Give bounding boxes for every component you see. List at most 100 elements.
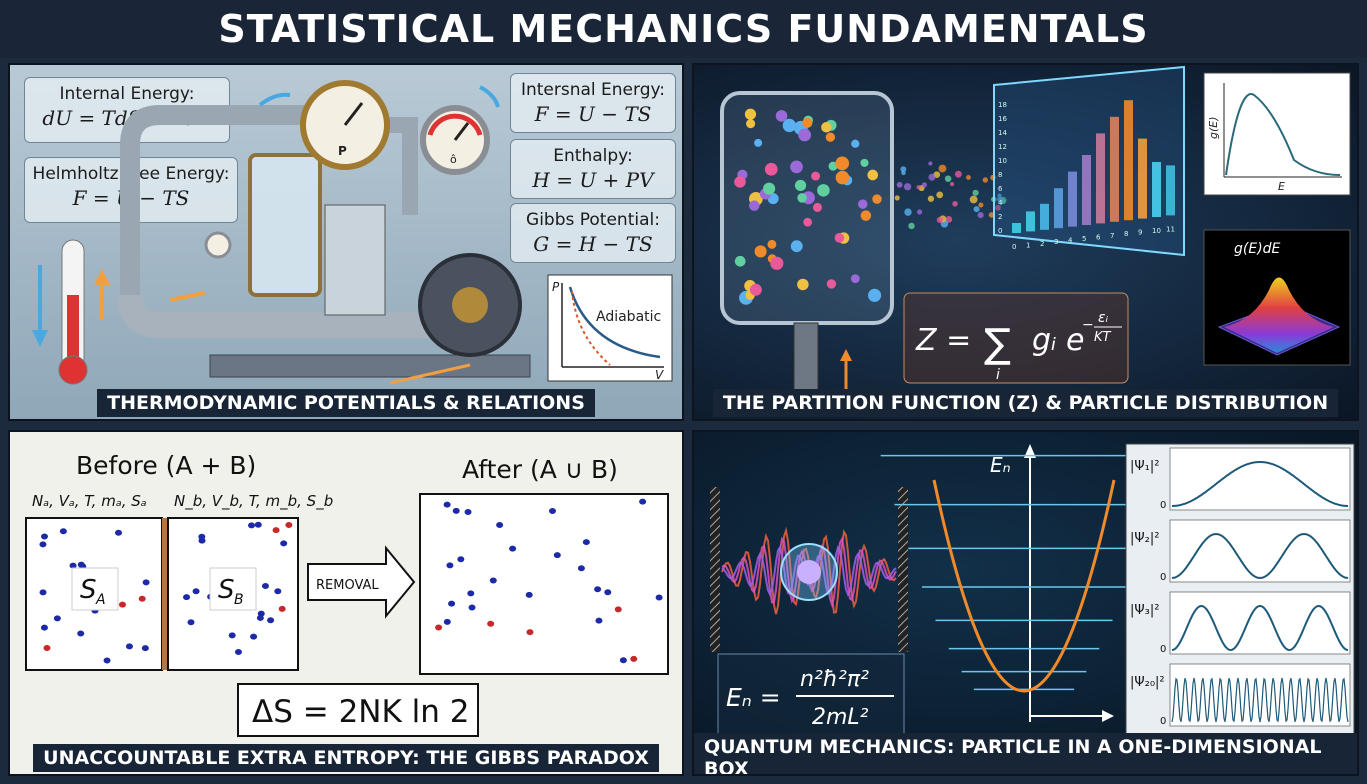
psi-label: |Ψ₃|² (1130, 603, 1159, 618)
particle (802, 117, 813, 128)
particle (908, 222, 915, 230)
sb-sub: B (234, 592, 244, 608)
gas-particle (77, 561, 85, 568)
panel3-caption-bar: UNACCOUNTABLE EXTRA ENTROPY: THE GIBBS P… (10, 742, 682, 774)
particle (872, 194, 882, 204)
histogram-bar (1124, 100, 1133, 221)
ge-curve (1225, 93, 1341, 176)
panel-particle-in-box: Eₙ = n²ħ²π² 2mL² Eₙ |Ψ₁|² 0 |Ψ₂|² 0 |Ψ₃|² 0 |Ψ… (692, 430, 1359, 776)
hist-y-tick: 2 (998, 213, 1002, 221)
gas-particle (192, 588, 200, 595)
formula-sub: i (996, 367, 1000, 383)
hist-x-tick: 11 (1166, 225, 1175, 233)
gas-particle (467, 590, 475, 597)
engine-base (209, 354, 531, 378)
psi-zero: 0 (1160, 716, 1166, 727)
surface-peak (1224, 277, 1334, 353)
particle (904, 208, 912, 216)
sb-label: S (218, 575, 235, 605)
temperature-gauge-label: ô (450, 153, 457, 166)
particle (734, 255, 746, 267)
panel-thermodynamic-potentials: Internal Energy: dU = TdS − PdV Helmholt… (8, 63, 684, 421)
particle (950, 182, 955, 187)
panel2-caption-bar: THE PARTITION FUNCTION (Z) & PARTICLE DI… (694, 387, 1357, 419)
right-wall (898, 487, 908, 652)
gibbs-box: Gibbs Potential: G = H − TS (510, 203, 676, 263)
wave-packet (721, 545, 897, 597)
hist-y-tick: 18 (998, 101, 1007, 109)
gas-particle (619, 657, 627, 664)
particle (798, 128, 812, 142)
energy-axis-label: Eₙ (990, 453, 1011, 477)
sb-label-box (209, 567, 257, 611)
particle (903, 183, 912, 191)
gas-particle (496, 522, 504, 529)
particle (803, 217, 813, 227)
histogram-bar (1138, 138, 1147, 219)
gas-particle (59, 528, 67, 535)
gas-particle (285, 522, 293, 529)
panel4-caption-bar: QUANTUM MECHANICS: PARTICLE IN A ONE-DIM… (694, 733, 1357, 774)
particle (790, 160, 803, 174)
histogram-bar (1012, 223, 1021, 233)
particle (896, 181, 903, 188)
gauge-needle (453, 122, 470, 141)
gas-particle (630, 655, 638, 662)
particle (782, 118, 796, 133)
psi-plot (1169, 591, 1351, 655)
particle (828, 161, 838, 171)
formula-exp-den: KT (1094, 330, 1112, 345)
gas-particle (138, 595, 146, 602)
box-after (419, 493, 669, 675)
hist-x-tick: 10 (1152, 227, 1161, 235)
arrow-flow-icon (389, 363, 471, 385)
piston-cylinder (324, 204, 386, 316)
formula-exp-num: εᵢ (1098, 310, 1109, 326)
histogram-bar (1110, 116, 1119, 222)
wavefunction-plots: |Ψ₁|² 0 |Ψ₂|² 0 |Ψ₃|² 0 |Ψ₂₀|² 0 (1130, 447, 1351, 727)
gas-particle (198, 537, 206, 544)
b-vars: N_b, V_b, T, m_b, S_b (174, 492, 333, 511)
particle (834, 233, 845, 243)
sa-sub: A (95, 592, 106, 608)
arrow-up-head-icon (840, 349, 852, 361)
psi-label: |Ψ₂₀|² (1130, 675, 1165, 690)
particle (867, 288, 882, 302)
particle (821, 122, 832, 133)
gas-particle (274, 588, 282, 595)
panel1-caption-bar: THERMODYNAMIC POTENTIALS & RELATIONS (10, 387, 682, 419)
pv-graph (547, 274, 673, 382)
gas-particle (39, 589, 47, 596)
particle (797, 278, 809, 291)
gas-particle (577, 565, 585, 572)
hist-y-tick: 10 (998, 157, 1007, 165)
gas-particle (261, 583, 269, 590)
particle (936, 216, 944, 224)
gas-particle (280, 540, 288, 547)
particle (997, 193, 1002, 198)
position-axis-arrow-icon (1102, 710, 1114, 722)
histogram-bar (1026, 211, 1035, 232)
glass-cylinder (248, 153, 322, 297)
eq-label: Intersnal Energy: (520, 80, 666, 100)
removal-label: REMOVAL (316, 578, 379, 593)
gauge-needle (343, 102, 364, 126)
psi-curve (1171, 677, 1349, 723)
eq-formula: H = U + PV (532, 168, 654, 192)
entropy-eq: ΔS = 2NK ln 2 (252, 694, 470, 730)
eq-formula: F = U − TS (534, 102, 652, 126)
histogram-bar (1082, 155, 1091, 225)
gas-particle (77, 630, 85, 637)
gas-particle (553, 552, 561, 559)
particle (826, 279, 837, 289)
gas-particle (452, 507, 460, 514)
particle (835, 170, 850, 185)
gas-particle (509, 545, 517, 552)
gas-particle (604, 589, 612, 596)
quantum-core (797, 560, 821, 584)
particle (794, 179, 807, 192)
gas-particle (53, 615, 61, 622)
adiabatic-label: Adiabatic (596, 309, 661, 325)
hist-x-tick: 8 (1124, 230, 1128, 238)
particle (860, 158, 869, 167)
